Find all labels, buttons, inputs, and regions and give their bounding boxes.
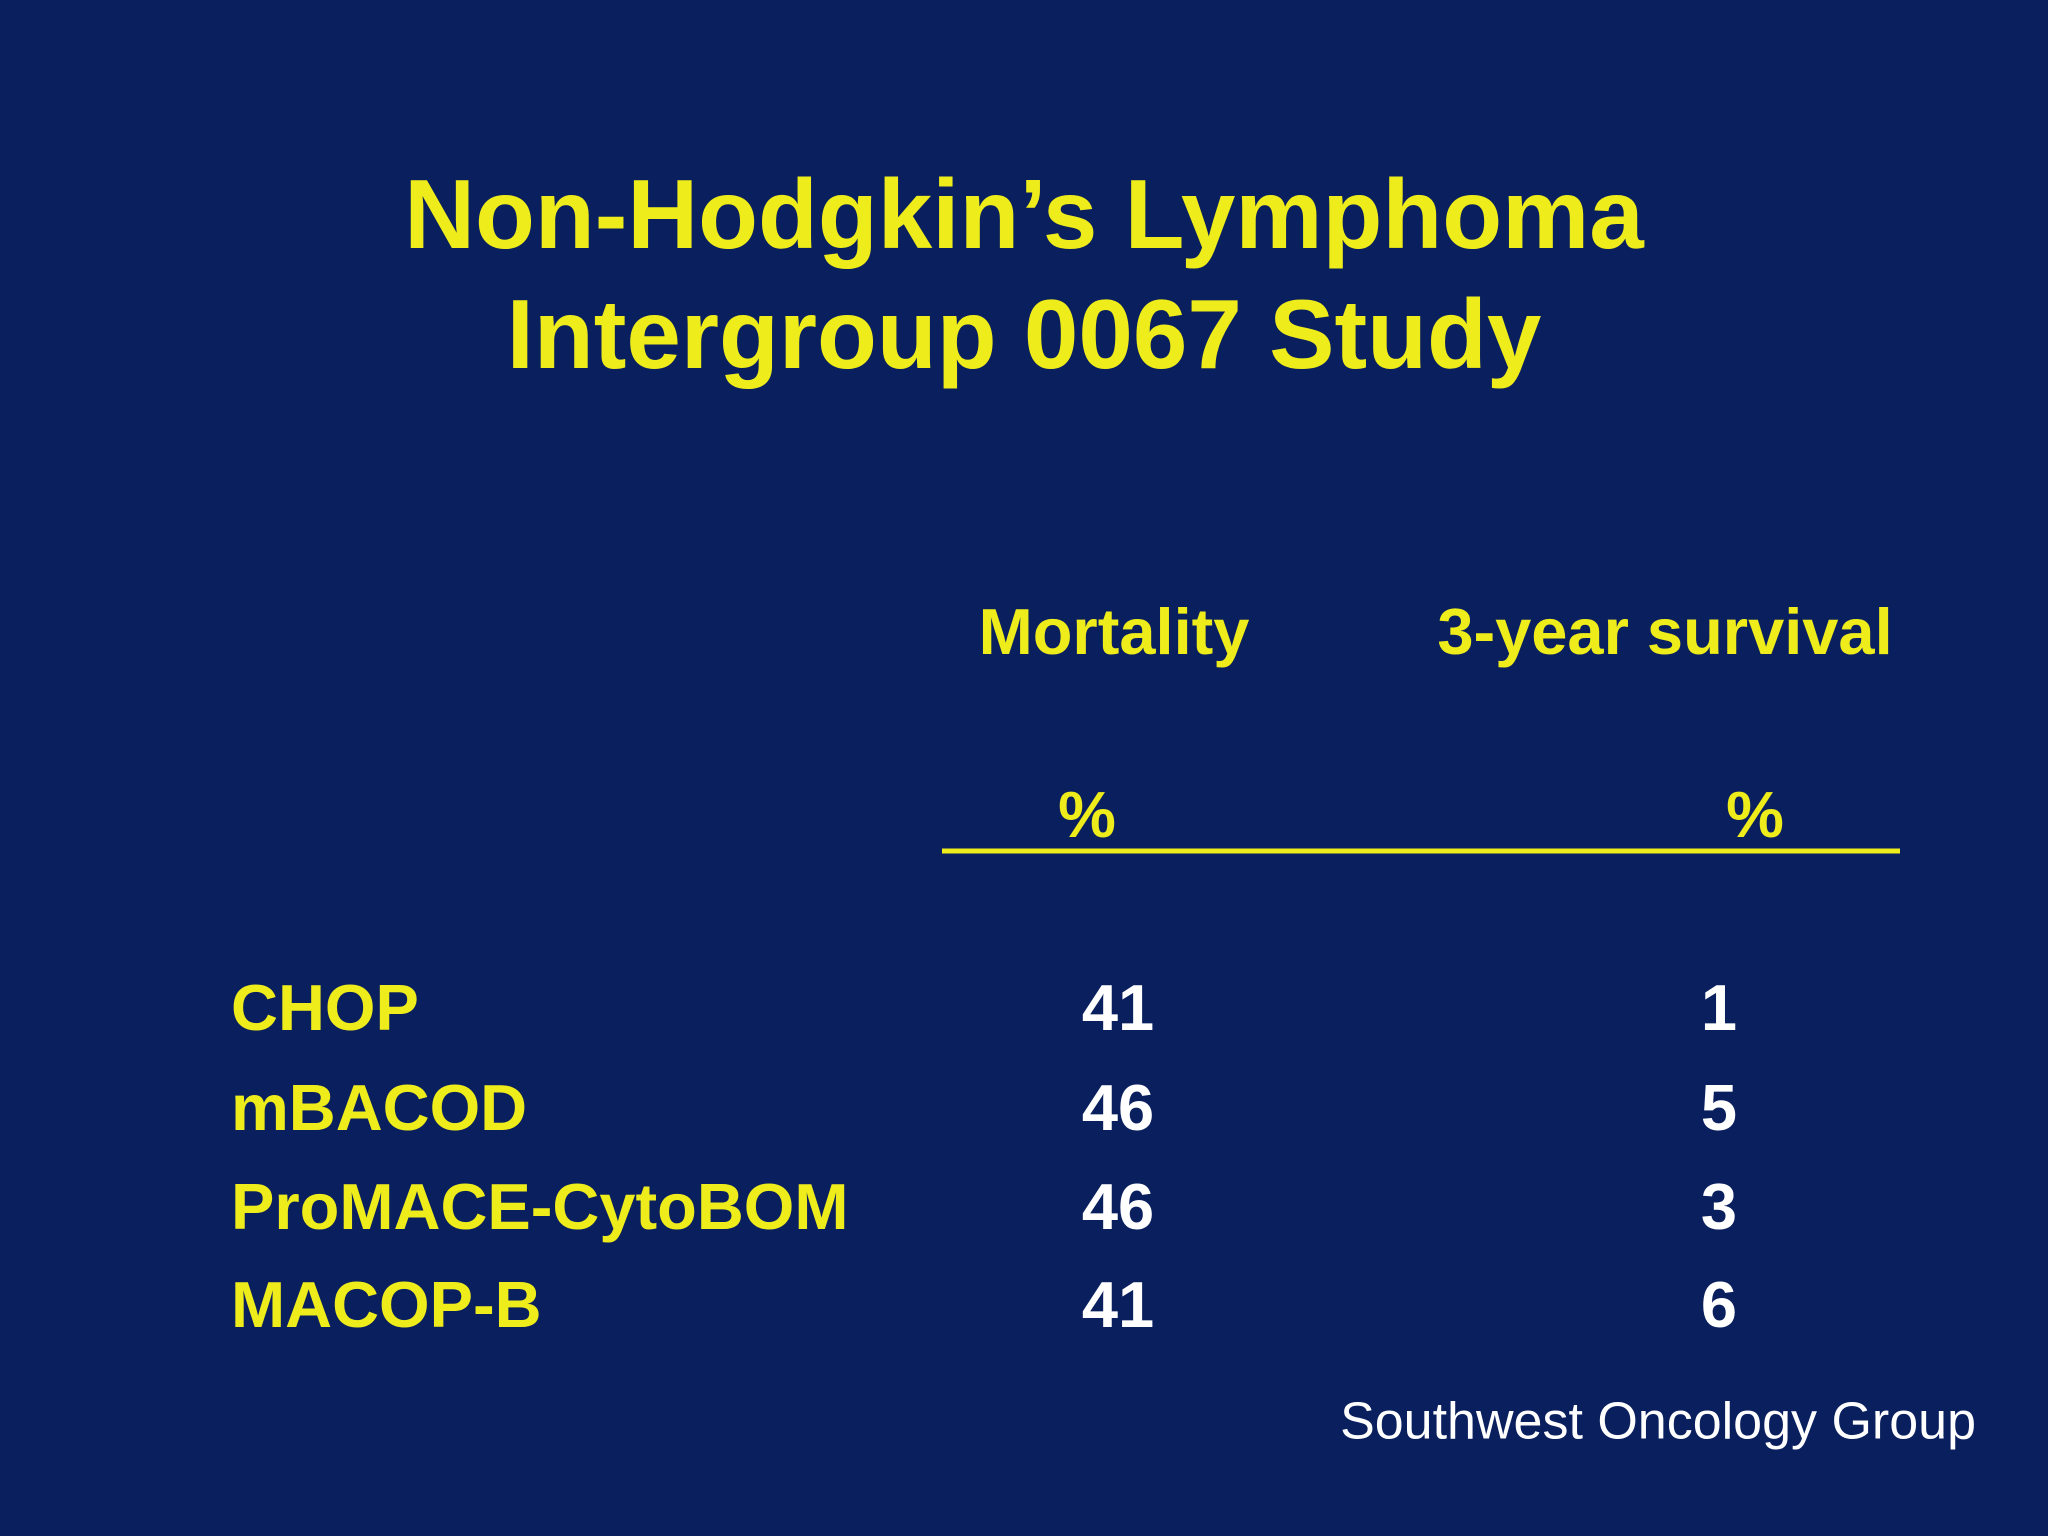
title-line: Non-Hodgkin’s Lymphoma — [404, 159, 1645, 269]
column-header: Mortality — [979, 595, 1250, 668]
cell-value: 46 — [1082, 1071, 1154, 1144]
cell-value: 41 — [1082, 971, 1154, 1044]
column-header: 3-year survival — [1437, 595, 1892, 668]
row-label: MACOP-B — [231, 1268, 542, 1341]
cell-value: 1 — [1701, 971, 1737, 1044]
column-unit: % — [1058, 778, 1116, 851]
column-unit: % — [1726, 778, 1784, 851]
footer: Southwest Oncology Group — [1340, 1393, 1976, 1451]
row-label: mBACOD — [231, 1071, 527, 1144]
cell-value: 5 — [1701, 1071, 1737, 1144]
cell-value: 6 — [1701, 1268, 1737, 1341]
cell-value: 3 — [1701, 1170, 1737, 1243]
cell-value: 46 — [1082, 1170, 1154, 1243]
row-label: CHOP — [231, 971, 419, 1044]
cell-value: 41 — [1082, 1268, 1154, 1341]
title-line: Intergroup 0067 Study — [507, 279, 1542, 389]
row-label: ProMACE-CytoBOM — [231, 1170, 848, 1243]
